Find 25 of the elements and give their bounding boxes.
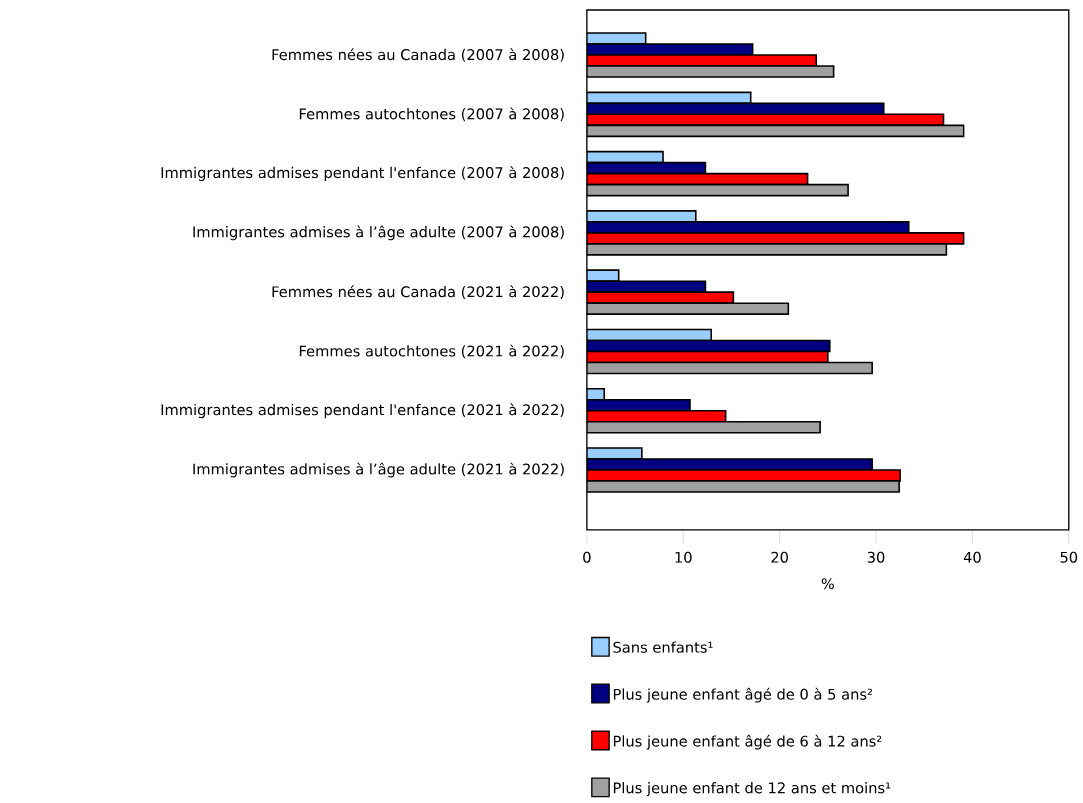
x-tick-label: 50 <box>1060 551 1078 563</box>
y-tick-label: Femmes autochtones (2021 à 2022) <box>299 344 564 359</box>
y-tick-label: Femmes nées au Canada (2021 à 2022) <box>272 285 564 300</box>
x-tick-label: 30 <box>867 551 885 563</box>
x-tick-label: 40 <box>963 551 981 563</box>
x-tick-label: 0 <box>583 551 591 563</box>
bar <box>586 183 849 197</box>
y-tick-label: Immigrantes admises pendant l'enfance (2007 à 2008) <box>161 166 564 182</box>
x-tick-label: 10 <box>675 551 692 563</box>
bar <box>586 124 965 138</box>
legend-label: Plus jeune enfant âgé de 6 à 12 ans² <box>613 734 882 750</box>
bar <box>586 361 873 375</box>
legend-label: Plus jeune enfant âgé de 0 à 5 ans² <box>613 687 873 703</box>
legend-label: Sans enfants¹ <box>613 641 713 653</box>
y-tick-label: Femmes nées au Canada (2007 à 2008) <box>272 48 564 62</box>
bar <box>586 350 829 364</box>
x-tick-label: 20 <box>771 551 788 563</box>
y-tick-label: Femmes autochtones (2007 à 2008) <box>299 107 564 122</box>
y-tick-label: Immigrantes admises à l’âge adulte (2021 à 2022) <box>193 462 564 478</box>
bar <box>586 172 809 186</box>
y-tick-label: Immigrantes admises à l’âge adulte (2007 à 2008) <box>193 225 564 241</box>
legend-label: Plus jeune enfant de 12 ans et moins¹ <box>613 782 891 797</box>
x-axis-title: % <box>821 578 834 590</box>
bar <box>586 113 945 127</box>
y-tick-label: Immigrantes admises pendant l'enfance (2021 à 2022) <box>161 403 564 419</box>
